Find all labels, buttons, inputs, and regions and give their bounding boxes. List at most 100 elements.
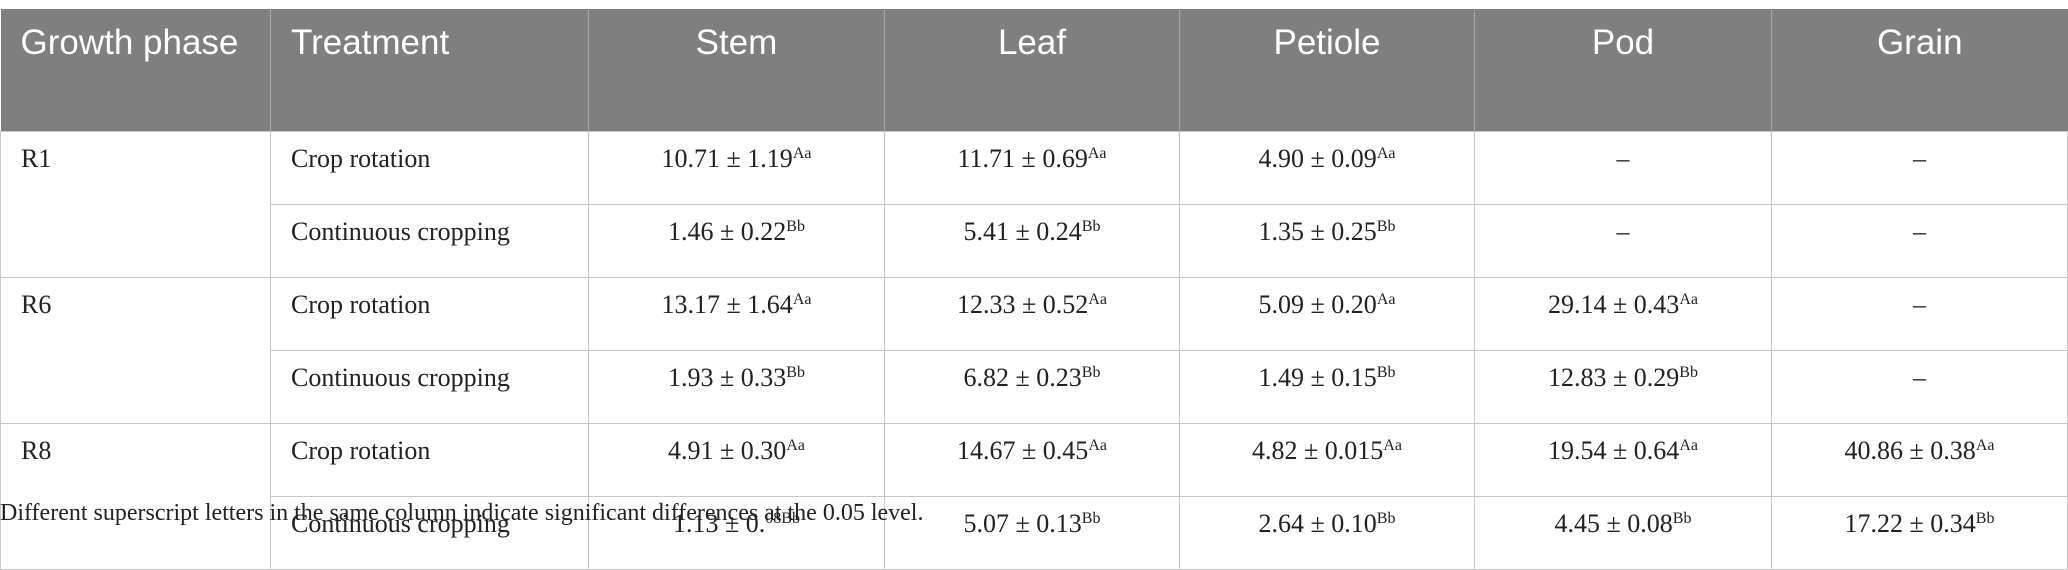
value-text: 14.67 ± 0.45 bbox=[957, 436, 1089, 465]
header-cell: Leaf bbox=[884, 9, 1180, 132]
treatment-cell: Continuous cropping bbox=[270, 350, 589, 424]
header-cell: Pod bbox=[1474, 9, 1772, 132]
value-text: 1.35 ± 0.25 bbox=[1258, 217, 1377, 246]
value-cell: 2.64 ± 0.10Bb bbox=[1179, 496, 1475, 570]
value-text: – bbox=[1913, 290, 1926, 319]
value-text: – bbox=[1913, 363, 1926, 392]
header-cell: Treatment bbox=[270, 9, 589, 132]
significance-letters: Aa bbox=[1975, 437, 1995, 454]
growth-phase-cell: R6 bbox=[0, 277, 271, 424]
significance-letters: Bb bbox=[1081, 218, 1101, 235]
significance-letters: Aa bbox=[1679, 437, 1698, 454]
significance-letters: Bb bbox=[1672, 510, 1692, 527]
value-cell: 4.91 ± 0.30Aa bbox=[588, 423, 885, 497]
value-text: 2.64 ± 0.10 bbox=[1258, 509, 1377, 538]
value-cell: 1.93 ± 0.33Bb bbox=[588, 350, 885, 424]
value-text: 12.33 ± 0.52 bbox=[957, 290, 1089, 319]
value-text: 40.86 ± 0.38 bbox=[1844, 436, 1976, 465]
value-cell: 6.82 ± 0.23Bb bbox=[884, 350, 1180, 424]
value-cell: 5.07 ± 0.13Bb bbox=[884, 496, 1180, 570]
value-cell: 1.46 ± 0.22Bb bbox=[588, 204, 885, 278]
significance-letters: Bb bbox=[1679, 364, 1698, 381]
value-text: 13.17 ± 1.64 bbox=[661, 290, 793, 319]
significance-letters: Aa bbox=[1376, 145, 1396, 162]
value-text: – bbox=[1616, 144, 1630, 173]
table-body: R1 Crop rotation 10.71 ± 1.19Aa 11.71 ± 0.6… bbox=[0, 131, 2068, 570]
significance-letters: Aa bbox=[1383, 437, 1402, 454]
value-text: 1.13 ± 0. bbox=[673, 509, 766, 538]
value-cell: 4.90 ± 0.09Aa bbox=[1179, 131, 1475, 205]
significance-letters: Bb bbox=[1376, 510, 1396, 527]
significance-letters: Aa bbox=[1088, 291, 1107, 308]
value-cell: 4.45 ± 0.08Bb bbox=[1474, 496, 1772, 570]
significance-letters: Aa bbox=[792, 145, 812, 162]
significance-letters: Aa bbox=[792, 291, 812, 308]
significance-letters: 08Bb bbox=[765, 510, 800, 527]
treatment-cell: Crop rotation bbox=[270, 423, 589, 497]
treatment-cell: Crop rotation bbox=[270, 131, 589, 205]
value-text: 4.90 ± 0.09 bbox=[1258, 144, 1377, 173]
value-text: 5.09 ± 0.20 bbox=[1258, 290, 1377, 319]
value-cell: – bbox=[1771, 131, 2068, 205]
value-cell: 19.54 ± 0.64Aa bbox=[1474, 423, 1772, 497]
value-text: 4.82 ± 0.015 bbox=[1252, 436, 1384, 465]
table-row: Continuous cropping 1.46 ± 0.22Bb 5.41 ± 0… bbox=[1, 204, 2068, 278]
value-text: – bbox=[1913, 144, 1926, 173]
significance-letters: Aa bbox=[1376, 291, 1396, 308]
header-cell: Petiole bbox=[1179, 9, 1475, 132]
value-cell: – bbox=[1771, 350, 2068, 424]
significance-letters: Bb bbox=[786, 218, 805, 235]
header-cell: Growth phase bbox=[0, 9, 271, 132]
value-cell: – bbox=[1771, 277, 2068, 351]
value-text: 11.71 ± 0.69 bbox=[957, 144, 1088, 173]
value-cell: 14.67 ± 0.45Aa bbox=[884, 423, 1180, 497]
growth-phase-cell: R1 bbox=[0, 131, 271, 278]
significance-letters: Aa bbox=[1088, 437, 1107, 454]
header-cell: Grain bbox=[1771, 9, 2068, 132]
table-row: R6 Crop rotation 13.17 ± 1.64Aa 12.33 ± 0.5… bbox=[0, 277, 2068, 424]
table-row: R8 Crop rotation 4.91 ± 0.30Aa 14.67 ± 0.45… bbox=[0, 423, 2068, 570]
value-cell: 12.33 ± 0.52Aa bbox=[884, 277, 1180, 351]
value-text: 4.91 ± 0.30 bbox=[668, 436, 787, 465]
value-cell: – bbox=[1771, 204, 2068, 278]
significance-letters: Aa bbox=[786, 437, 805, 454]
value-text: 10.71 ± 1.19 bbox=[661, 144, 793, 173]
value-cell: 11.71 ± 0.69Aa bbox=[884, 131, 1180, 205]
value-text: 12.83 ± 0.29 bbox=[1548, 363, 1680, 392]
value-text: 5.41 ± 0.24 bbox=[963, 217, 1082, 246]
significance-letters: Bb bbox=[1376, 218, 1396, 235]
value-cell: 10.71 ± 1.19Aa bbox=[588, 131, 885, 205]
value-cell: 40.86 ± 0.38Aa bbox=[1771, 423, 2068, 497]
significance-letters: Bb bbox=[786, 364, 805, 381]
value-text: 29.14 ± 0.43 bbox=[1548, 290, 1680, 319]
footnote: Different superscript letters in the sam… bbox=[0, 500, 924, 526]
significance-letters: Bb bbox=[1081, 364, 1101, 381]
significance-letters: Bb bbox=[1376, 364, 1396, 381]
data-table: Growth phase Treatment Stem Leaf Petiole Pod G… bbox=[0, 9, 2068, 570]
value-cell: 1.35 ± 0.25Bb bbox=[1179, 204, 1475, 278]
value-text: 6.82 ± 0.23 bbox=[963, 363, 1082, 392]
value-text: 5.07 ± 0.13 bbox=[963, 509, 1082, 538]
significance-letters: Aa bbox=[1679, 291, 1698, 308]
treatment-cell: Continuous cropping bbox=[270, 204, 589, 278]
value-cell: 29.14 ± 0.43Aa bbox=[1474, 277, 1772, 351]
value-cell: 5.09 ± 0.20Aa bbox=[1179, 277, 1475, 351]
growth-phase-cell: R8 bbox=[0, 423, 271, 570]
value-text: 1.49 ± 0.15 bbox=[1258, 363, 1377, 392]
significance-letters: Bb bbox=[1081, 510, 1101, 527]
value-text: 19.54 ± 0.64 bbox=[1548, 436, 1680, 465]
page: Growth phase Treatment Stem Leaf Petiole Pod G… bbox=[0, 9, 2068, 570]
value-text: – bbox=[1913, 217, 1926, 246]
value-cell: 13.17 ± 1.64Aa bbox=[588, 277, 885, 351]
value-text: – bbox=[1616, 217, 1630, 246]
value-text: 17.22 ± 0.34 bbox=[1844, 509, 1976, 538]
treatment-cell: Crop rotation bbox=[270, 277, 589, 351]
value-text: 1.93 ± 0.33 bbox=[668, 363, 787, 392]
header-row: Growth phase Treatment Stem Leaf Petiole Pod G… bbox=[0, 9, 2068, 132]
value-cell: 5.41 ± 0.24Bb bbox=[884, 204, 1180, 278]
value-text: 4.45 ± 0.08 bbox=[1554, 509, 1673, 538]
value-cell: 12.83 ± 0.29Bb bbox=[1474, 350, 1772, 424]
header-cell: Stem bbox=[588, 9, 885, 132]
significance-letters: Bb bbox=[1975, 510, 1995, 527]
value-cell: – bbox=[1474, 131, 1772, 205]
